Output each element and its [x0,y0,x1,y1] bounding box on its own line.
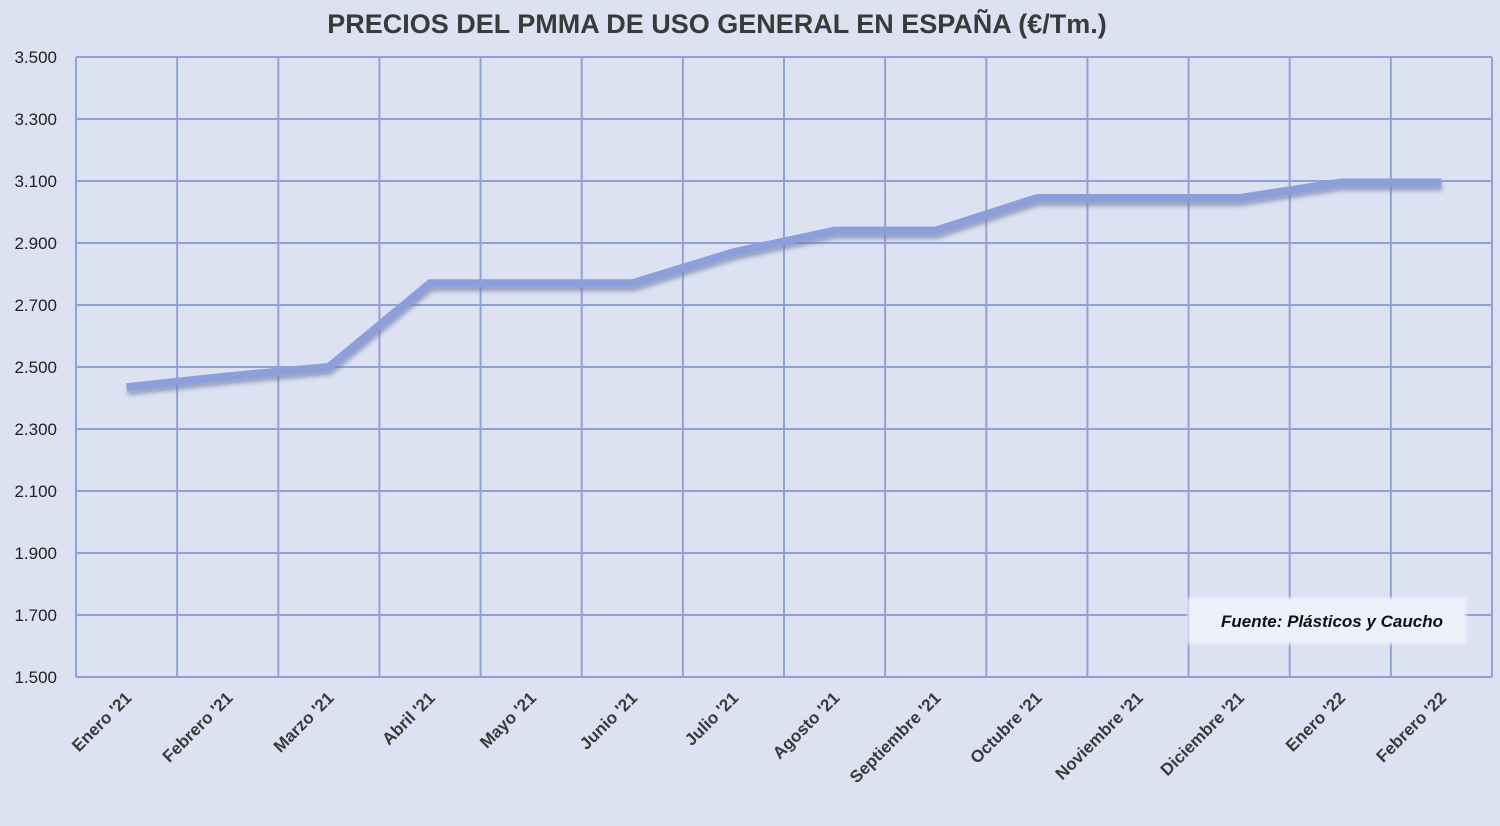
x-tick-label: Julio '21 [681,688,742,749]
y-tick-label: 2.300 [14,420,57,439]
x-tick-label: Enero '21 [68,688,135,755]
y-tick-label: 3.300 [14,110,57,129]
x-tick-label: Septiembre '21 [846,688,944,786]
data-point [1137,197,1139,199]
data-point [227,375,229,377]
x-tick-label: Marzo '21 [270,688,338,756]
x-tick-label: Octubre '21 [967,688,1046,767]
data-point [429,282,431,284]
data-point [1440,182,1442,184]
series-line [126,178,1442,392]
y-tick-label: 2.700 [14,296,57,315]
data-point [834,230,836,232]
data-point [1339,182,1341,184]
x-tick-label: Mayo '21 [476,688,540,752]
x-tick-label: Enero '22 [1282,688,1349,755]
series-layer [126,178,1443,396]
x-tick-label: Febrero '22 [1372,688,1450,766]
y-tick-label: 3.100 [14,172,57,191]
y-tick-label: 2.500 [14,358,57,377]
y-tick-label: 1.500 [14,668,57,687]
x-tick-label: Agosto '21 [769,688,843,762]
data-point [1238,197,1240,199]
x-tick-label: Noviembre '21 [1052,688,1147,783]
data-point [631,282,633,284]
x-tick-label: Abril '21 [378,688,438,748]
chart-title: PRECIOS DEL PMMA DE USO GENERAL EN ESPAÑ… [327,8,1107,39]
x-tick-label: Febrero '21 [159,688,237,766]
x-tick-label: Diciembre '21 [1157,688,1248,779]
data-point [126,386,128,388]
source-annotation: Fuente: Plásticos y Caucho [1221,612,1443,631]
data-point [530,282,532,284]
x-tick-label: Junio '21 [576,688,641,753]
x-axis-ticks: Enero '21 Febrero '21 Marzo '21 Abril '21 Ma… [68,688,1450,786]
y-tick-label: 1.700 [14,606,57,625]
y-tick-label: 2.900 [14,234,57,253]
data-point [732,251,734,253]
y-tick-label: 1.900 [14,544,57,563]
series-line-shadow [127,184,1443,396]
y-tick-label: 2.100 [14,482,57,501]
y-axis-ticks: 1.500 1.700 1.900 2.100 2.300 2.500 2.700 2.900… [14,48,57,687]
data-point [1036,197,1038,199]
y-tick-label: 3.500 [14,48,57,67]
data-point [328,366,330,368]
source-annotation-group: Fuente: Plásticos y Caucho [1188,598,1466,644]
data-point [935,230,937,232]
source-annotation-box [1188,598,1466,644]
